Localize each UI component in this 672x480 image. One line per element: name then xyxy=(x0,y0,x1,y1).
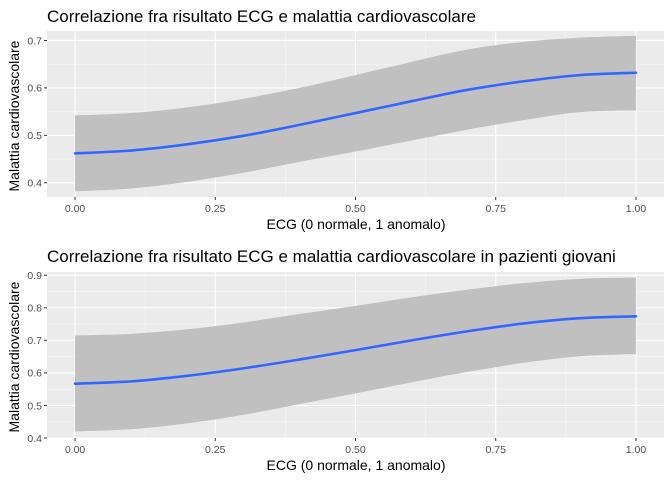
chart-1-y-tick-label: 0.7 xyxy=(27,35,42,47)
chart-2-x-tick-label: 1.00 xyxy=(626,444,647,456)
chart-1-x-tick-label: 0.75 xyxy=(486,203,507,215)
chart-1: Correlazione fra risultato ECG e malatti… xyxy=(6,7,664,232)
chart-2-title: Correlazione fra risultato ECG e malatti… xyxy=(47,247,616,266)
chart-2-y-tick-label: 0.5 xyxy=(27,400,42,412)
chart-1-y-tick-label: 0.5 xyxy=(27,130,42,142)
chart-1-plot-area: 0.00 0.25 0.50 0.75 1.00 0.4 0.5 0.6 0.7 xyxy=(27,31,664,215)
chart-2-xlabel: ECG (0 normale, 1 anomalo) xyxy=(267,457,446,473)
chart-2-y-tick-label: 0.6 xyxy=(27,368,42,380)
chart-1-title: Correlazione fra risultato ECG e malatti… xyxy=(47,7,476,26)
chart-2-x-tick-label: 0.50 xyxy=(345,444,366,456)
chart-1-y-tick-label: 0.4 xyxy=(27,178,42,190)
chart-2-y-tick-label: 0.7 xyxy=(27,335,42,347)
chart-2-x-tick-label: 0.00 xyxy=(65,444,86,456)
chart-2-confidence-band xyxy=(75,277,636,432)
chart-1-y-tick-label: 0.6 xyxy=(27,83,42,95)
chart-2: Correlazione fra risultato ECG e malatti… xyxy=(6,247,664,473)
chart-2-y-tick-label: 0.4 xyxy=(27,433,42,445)
chart-1-x-tick-label: 0.25 xyxy=(205,203,226,215)
chart-1-x-tick-label: 0.50 xyxy=(345,203,366,215)
chart-1-ylabel: Malattia cardiovascolare xyxy=(6,40,22,191)
chart-2-y-tick-label: 0.9 xyxy=(27,270,42,282)
chart-2-smooth-line xyxy=(73,314,638,385)
chart-1-smooth-line xyxy=(73,71,638,155)
chart-1-xlabel: ECG (0 normale, 1 anomalo) xyxy=(267,216,446,232)
chart-2-x-tick-label: 0.25 xyxy=(205,444,226,456)
chart-2-y-tick-label: 0.8 xyxy=(27,303,42,315)
chart-2-x-tick-label: 0.75 xyxy=(486,444,507,456)
chart-1-x-tick-label: 0.00 xyxy=(65,203,86,215)
chart-2-ylabel: Malattia cardiovascolare xyxy=(6,281,22,432)
chart-2-plot-area: 0.00 0.25 0.50 0.75 1.00 0.4 0.5 0.6 0.7 0.8 0.9 xyxy=(27,270,664,456)
chart-1-x-tick-label: 1.00 xyxy=(626,203,647,215)
